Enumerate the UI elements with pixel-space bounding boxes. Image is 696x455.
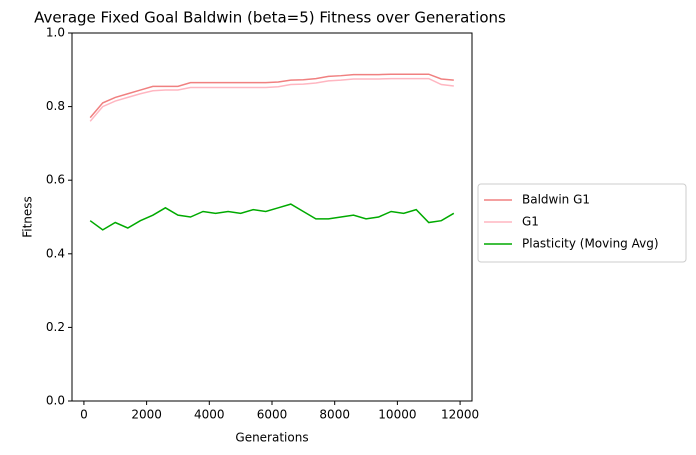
y-tick-label: 1.0 <box>46 26 65 40</box>
x-tick-label: 2000 <box>131 408 162 422</box>
x-tick-label: 0 <box>80 408 88 422</box>
plot-frame <box>71 32 473 402</box>
line-series <box>89 77 454 122</box>
legend-label: Baldwin G1 <box>522 193 590 207</box>
x-tick-label: 10000 <box>378 408 416 422</box>
chart-title: Average Fixed Goal Baldwin (beta=5) Fitn… <box>34 9 506 27</box>
x-tick-label: 4000 <box>194 408 225 422</box>
x-axis-label: Generations <box>235 431 308 445</box>
y-tick-label: 0.4 <box>46 246 65 260</box>
y-axis-label: Fitness <box>21 196 35 238</box>
x-tick-label: 8000 <box>319 408 350 422</box>
y-tick-label: 0.0 <box>46 394 65 408</box>
legend-label: G1 <box>522 215 539 229</box>
x-tick-label: 6000 <box>257 408 288 422</box>
line-series <box>89 203 455 231</box>
line-series <box>89 73 454 119</box>
y-tick-label: 0.8 <box>46 99 65 113</box>
legend-box <box>477 183 687 263</box>
y-tick-label: 0.2 <box>46 320 65 334</box>
x-tick-label: 12000 <box>441 408 479 422</box>
legend-label: Plasticity (Moving Avg) <box>522 237 659 251</box>
y-tick-label: 0.6 <box>46 173 65 187</box>
